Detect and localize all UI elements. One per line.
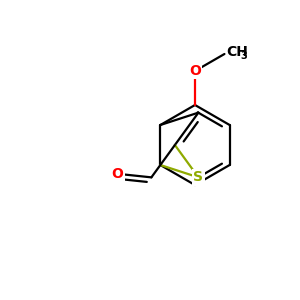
Text: 3: 3: [240, 51, 247, 61]
Text: CH: CH: [226, 45, 248, 59]
Text: S: S: [194, 170, 203, 184]
Text: O: O: [189, 64, 201, 78]
Text: O: O: [112, 167, 124, 181]
